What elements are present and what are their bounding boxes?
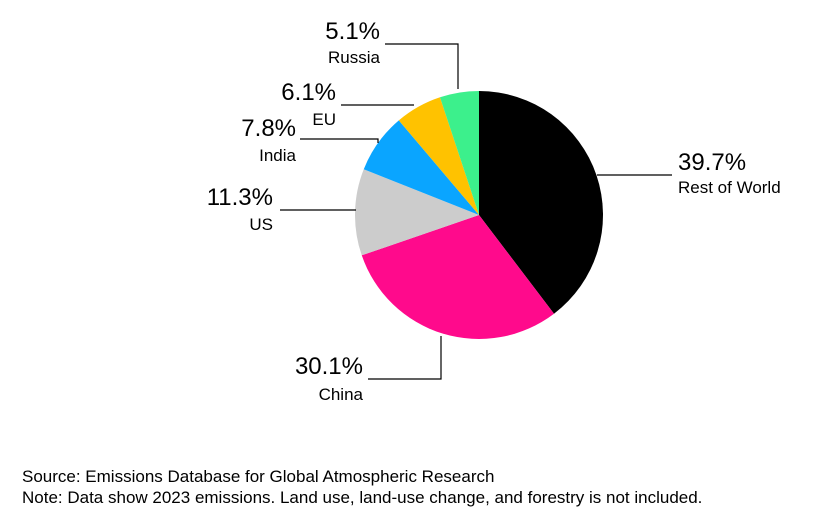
pie-chart: 39.7% Rest of World 30.1% China 11.3% US 7.8% I… xyxy=(207,18,781,404)
value-label-china: 30.1% xyxy=(295,353,363,380)
pie-slice-russia xyxy=(439,91,479,215)
value-label-rest-of-world: 39.7% xyxy=(678,149,746,176)
category-label-china: China xyxy=(319,385,364,404)
leader-line-china xyxy=(368,336,442,380)
pie-slice-china xyxy=(361,215,555,339)
category-label-india: India xyxy=(259,146,296,165)
pie-slice-rest-of-world xyxy=(479,91,604,314)
category-label-us: US xyxy=(249,215,273,234)
value-label-us: 11.3% xyxy=(207,184,273,211)
pie-slice-eu xyxy=(398,97,479,215)
value-label-india: 7.8% xyxy=(241,115,296,142)
value-label-eu: 6.1% xyxy=(281,79,336,106)
category-label-eu: EU xyxy=(312,110,336,129)
leader-line-india xyxy=(300,138,379,143)
data-note: Note: Data show 2023 emissions. Land use… xyxy=(22,488,703,507)
source-note: Source: Emissions Database for Global At… xyxy=(22,467,495,486)
value-label-russia: 5.1% xyxy=(325,18,380,45)
category-label-rest-of-world: Rest of World xyxy=(678,178,781,197)
category-label-russia: Russia xyxy=(328,48,381,67)
pie-slice-us xyxy=(355,169,479,256)
pie-slice-india xyxy=(363,120,479,215)
leader-line-russia xyxy=(385,43,459,89)
